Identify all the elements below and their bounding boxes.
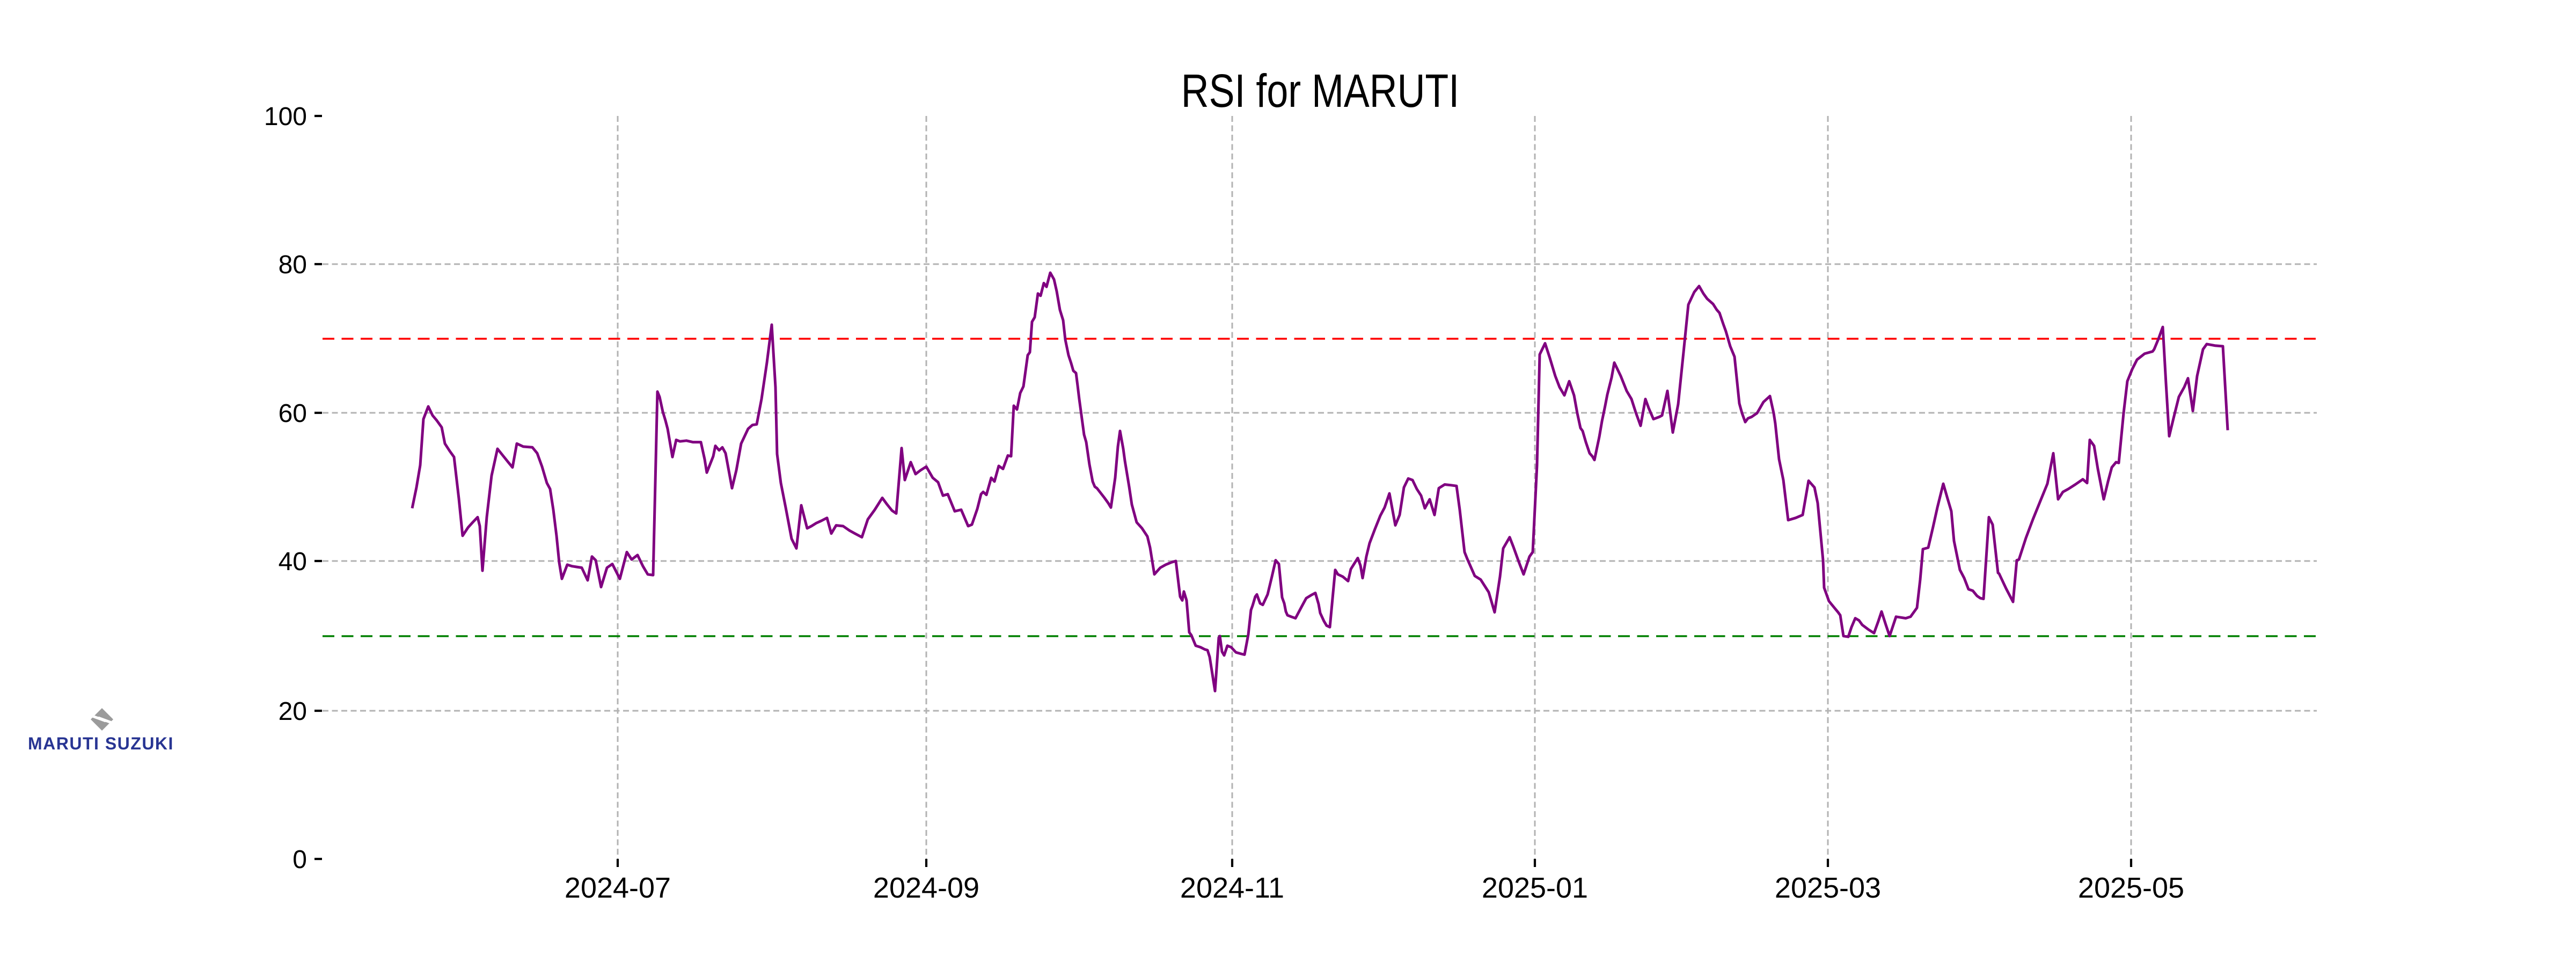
svg-text:60: 60 [279, 399, 307, 428]
svg-text:2025-01: 2025-01 [1482, 872, 1588, 904]
svg-text:20: 20 [279, 697, 307, 726]
svg-text:100: 100 [264, 103, 307, 131]
svg-text:0: 0 [292, 846, 307, 874]
svg-text:2025-03: 2025-03 [1775, 872, 1881, 904]
svg-text:80: 80 [279, 251, 307, 279]
svg-text:40: 40 [279, 548, 307, 576]
svg-text:2024-09: 2024-09 [873, 872, 979, 904]
svg-text:RSI for MARUTI: RSI for MARUTI [1181, 64, 1459, 116]
svg-text:MARUTI SUZUKI: MARUTI SUZUKI [28, 734, 174, 753]
svg-text:2024-07: 2024-07 [565, 872, 671, 904]
svg-text:2025-05: 2025-05 [2078, 872, 2184, 904]
svg-text:2024-11: 2024-11 [1180, 872, 1284, 904]
